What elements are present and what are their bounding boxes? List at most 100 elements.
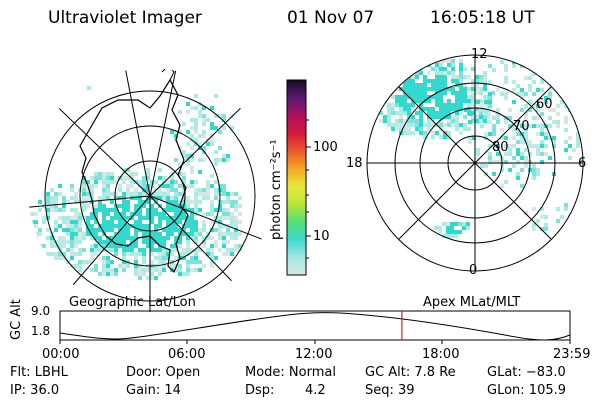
- aurora-pixel: [158, 256, 162, 260]
- aurora-pixel: [78, 220, 82, 224]
- aurora-pixel: [210, 122, 214, 126]
- aurora-pixel: [118, 224, 122, 228]
- aurora-pixel: [419, 87, 423, 91]
- aurora-pixel: [548, 116, 552, 120]
- aurora-pixel: [214, 208, 218, 212]
- aurora-pixel: [407, 83, 411, 87]
- aurora-pixel: [483, 71, 487, 75]
- dsp-value: 4.2: [305, 383, 326, 398]
- aurora-pixel: [540, 227, 544, 231]
- aurora-pixel: [106, 208, 110, 212]
- aurora-pixel: [142, 224, 146, 228]
- aurora-pixel: [206, 180, 210, 184]
- aurora-pixel: [198, 134, 202, 138]
- aurora-pixel: [82, 196, 86, 200]
- aurora-pixel: [222, 244, 226, 248]
- dsp-label: Dsp:: [245, 383, 275, 398]
- aurora-pixel: [186, 158, 190, 162]
- aurora-pixel: [391, 95, 395, 99]
- aurora-pixel: [532, 116, 536, 120]
- aurora-pixel: [540, 140, 544, 144]
- aurora-pixel: [447, 111, 451, 115]
- aurora-pixel: [198, 200, 202, 204]
- aurora-pixel: [94, 236, 98, 240]
- aurora-pixel: [170, 200, 174, 204]
- aurora-pixel: [387, 115, 391, 119]
- aurora-pixel: [98, 196, 102, 200]
- aurora-pixel: [512, 164, 516, 168]
- aurora-pixel: [174, 228, 178, 232]
- aurora-pixel: [194, 204, 198, 208]
- aurora-pixel: [512, 144, 516, 148]
- aurora-pixel: [524, 76, 528, 80]
- gain-status: Gain: 14: [126, 383, 181, 398]
- aurora-pixel: [568, 92, 572, 96]
- aurora-pixel: [142, 236, 146, 240]
- aurora-pixel: [82, 216, 86, 220]
- aurora-pixel: [178, 110, 182, 114]
- aurora-pixel: [419, 71, 423, 75]
- aurora-pixel: [70, 220, 74, 224]
- aurora-pixel: [158, 168, 162, 172]
- aurora-pixel: [411, 91, 415, 95]
- polar-aurora-pixels: [375, 55, 580, 238]
- aurora-pixel: [138, 196, 142, 200]
- aurora-pixel: [415, 71, 419, 75]
- aurora-pixel: [190, 268, 194, 272]
- aurora-pixel: [34, 236, 38, 240]
- aurora-pixel: [387, 91, 391, 95]
- aurora-pixel: [210, 260, 214, 264]
- aurora-pixel: [540, 160, 544, 164]
- aurora-pixel: [528, 108, 532, 112]
- aurora-pixel: [459, 131, 463, 135]
- aurora-pixel: [194, 208, 198, 212]
- aurora-pixel: [102, 244, 106, 248]
- aurora-pixel: [471, 119, 475, 123]
- aurora-pixel: [74, 208, 78, 212]
- aurora-pixel: [142, 252, 146, 256]
- aurora-pixel: [387, 107, 391, 111]
- aurora-pixel: [178, 162, 182, 166]
- aurora-pixel: [190, 154, 194, 158]
- aurora-pixel: [496, 152, 500, 156]
- aurora-pixel: [46, 212, 50, 216]
- aurora-pixel: [234, 208, 238, 212]
- aurora-pixel: [138, 276, 142, 280]
- aurora-pixel: [454, 230, 458, 234]
- aurora-pixel: [458, 230, 462, 234]
- aurora-pixel: [391, 111, 395, 115]
- aurora-pixel: [431, 123, 435, 127]
- aurora-pixel: [451, 67, 455, 71]
- aurora-pixel: [455, 123, 459, 127]
- aurora-pixel: [395, 127, 399, 131]
- aurora-pixel: [82, 248, 86, 252]
- aurora-pixel: [222, 118, 226, 122]
- aurora-pixel: [463, 95, 467, 99]
- aurora-pixel: [102, 264, 106, 268]
- aurora-pixel: [178, 272, 182, 276]
- aurora-pixel: [190, 224, 194, 228]
- aurora-pixel: [102, 212, 106, 216]
- aurora-pixel: [158, 232, 162, 236]
- aurora-pixel: [455, 111, 459, 115]
- aurora-pixel: [468, 120, 472, 124]
- aurora-pixel: [415, 75, 419, 79]
- aurora-pixel: [462, 222, 466, 226]
- aurora-pixel: [427, 99, 431, 103]
- aurora-pixel: [118, 188, 122, 192]
- aurora-pixel: [134, 192, 138, 196]
- aurora-pixel: [110, 180, 114, 184]
- aurora-pixel: [170, 196, 174, 200]
- instrument-title: Ultraviolet Imager: [48, 8, 202, 28]
- aurora-pixel: [114, 272, 118, 276]
- glon-status: GLon: 105.9: [487, 383, 567, 398]
- aurora-pixel: [488, 144, 492, 148]
- aurora-pixel: [451, 79, 455, 83]
- aurora-pixel: [46, 236, 50, 240]
- aurora-pixel: [431, 83, 435, 87]
- aurora-pixel: [556, 124, 560, 128]
- aurora-pixel: [206, 196, 210, 200]
- aurora-pixel: [138, 216, 142, 220]
- aurora-pixel: [439, 103, 443, 107]
- aurora-pixel: [74, 196, 78, 200]
